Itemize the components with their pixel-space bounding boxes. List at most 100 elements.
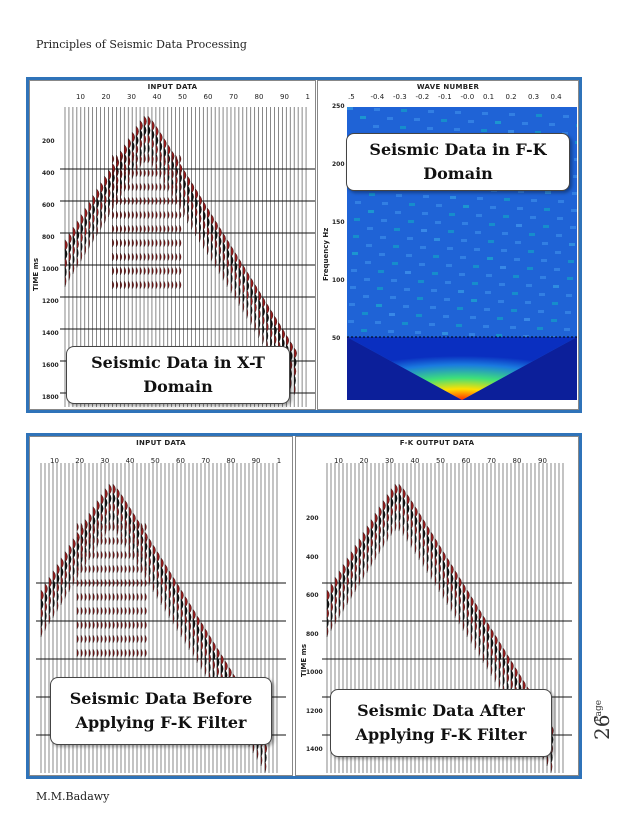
y-axis-label: TIME ms xyxy=(32,258,40,291)
fk-speckle xyxy=(555,251,561,254)
callout-after-filter: Seismic Data After Applying F-K Filter xyxy=(330,689,552,757)
noise-wiggle xyxy=(85,565,87,573)
noise-wiggle xyxy=(145,523,147,531)
noise-wiggle xyxy=(180,281,182,289)
fk-speckle xyxy=(419,263,425,266)
noise-wiggle xyxy=(93,621,95,629)
noise-wiggle xyxy=(125,649,127,657)
noise-wiggle xyxy=(81,593,83,601)
fk-speckle xyxy=(446,264,452,267)
noise-wiggle xyxy=(120,197,122,205)
noise-wiggle xyxy=(137,635,139,643)
fk-speckle xyxy=(459,273,465,276)
noise-wiggle xyxy=(176,281,178,289)
fk-speckle xyxy=(462,222,468,225)
wiggle xyxy=(379,543,380,554)
xt-domain-panel: INPUT DATA 10 20 30 40 50 60 70 80 90 1 200 400 600… xyxy=(29,80,316,410)
noise-wiggle xyxy=(140,225,142,233)
fk-speckle xyxy=(455,111,461,114)
noise-wiggle xyxy=(116,211,118,219)
callout-xt-domain: Seismic Data in X-T Domain xyxy=(66,346,290,404)
noise-wiggle xyxy=(152,253,154,261)
noise-wiggle xyxy=(136,211,138,219)
fk-speckle xyxy=(373,125,379,128)
noise-wiggle xyxy=(148,155,150,163)
wiggle xyxy=(403,525,404,536)
noise-wiggle xyxy=(97,593,99,601)
fk-speckle xyxy=(369,193,375,196)
x-tick-label: 50 xyxy=(178,93,187,101)
noise-wiggle xyxy=(85,593,87,601)
wiggle xyxy=(61,594,62,605)
fk-speckle xyxy=(516,224,522,227)
wiggle xyxy=(65,276,66,287)
wiggle xyxy=(101,219,102,230)
noise-wiggle xyxy=(105,607,107,615)
panel-title: INPUT DATA xyxy=(30,83,315,91)
y-tick-label: 1600 xyxy=(42,362,59,369)
noise-wiggle xyxy=(101,565,103,573)
noise-wiggle xyxy=(180,155,182,163)
wiggle xyxy=(193,645,194,656)
noise-wiggle xyxy=(133,607,135,615)
wiggle xyxy=(97,225,98,236)
noise-wiggle xyxy=(112,155,114,163)
x-tick-label: -0.1 xyxy=(438,93,452,101)
noise-wiggle xyxy=(105,579,107,587)
wiggle xyxy=(451,600,452,611)
wiggle xyxy=(435,575,436,586)
y-tick-label: 100 xyxy=(332,277,345,284)
noise-wiggle xyxy=(132,253,134,261)
x-tick-label: 70 xyxy=(229,93,238,101)
fk-speckle xyxy=(380,236,386,239)
fk-speckle xyxy=(400,126,406,129)
noise-wiggle xyxy=(109,537,111,545)
fk-speckle xyxy=(551,319,557,322)
fk-speckle xyxy=(558,200,564,203)
noise-wiggle xyxy=(180,253,182,261)
noise-wiggle xyxy=(93,649,95,657)
fk-speckle xyxy=(445,281,451,284)
wiggle xyxy=(185,632,186,643)
noise-wiggle xyxy=(113,635,115,643)
wiggle xyxy=(205,665,206,676)
noise-wiggle xyxy=(89,621,91,629)
noise-wiggle xyxy=(113,551,115,559)
noise-wiggle xyxy=(141,649,143,657)
noise-wiggle xyxy=(117,579,119,587)
wiggle xyxy=(415,543,416,554)
wiggle xyxy=(207,244,208,255)
wiggle xyxy=(459,613,460,624)
wiggle xyxy=(290,378,291,389)
noise-wiggle xyxy=(77,635,79,643)
noise-wiggle xyxy=(81,635,83,643)
figure-top: INPUT DATA 10 20 30 40 50 60 70 80 90 1 200 400 600… xyxy=(26,77,582,413)
wiggle xyxy=(363,568,364,579)
y-tick-label: 400 xyxy=(306,554,319,561)
noise-wiggle xyxy=(121,649,123,657)
noise-wiggle xyxy=(109,565,111,573)
wiggle xyxy=(105,212,106,223)
y-tick-label: 1200 xyxy=(306,708,323,715)
y-tick-label: 200 xyxy=(306,515,319,522)
fk-speckle xyxy=(422,212,428,215)
noise-wiggle xyxy=(144,225,146,233)
noise-wiggle xyxy=(136,169,138,177)
wiggle xyxy=(195,225,196,236)
noise-wiggle xyxy=(141,635,143,643)
noise-wiggle xyxy=(101,621,103,629)
noise-wiggle xyxy=(164,267,166,275)
fk-speckle xyxy=(565,311,571,314)
noise-wiggle xyxy=(101,537,103,545)
y-tick-label: 800 xyxy=(42,234,55,241)
noise-wiggle xyxy=(164,239,166,247)
fk-speckle xyxy=(474,248,480,251)
y-tick-label: 600 xyxy=(42,202,55,209)
noise-wiggle xyxy=(172,239,174,247)
noise-wiggle xyxy=(152,239,154,247)
noise-wiggle xyxy=(141,621,143,629)
fk-speckle xyxy=(488,240,494,243)
noise-wiggle xyxy=(152,267,154,275)
fk-speckle xyxy=(531,199,537,202)
fk-speckle xyxy=(575,141,577,144)
